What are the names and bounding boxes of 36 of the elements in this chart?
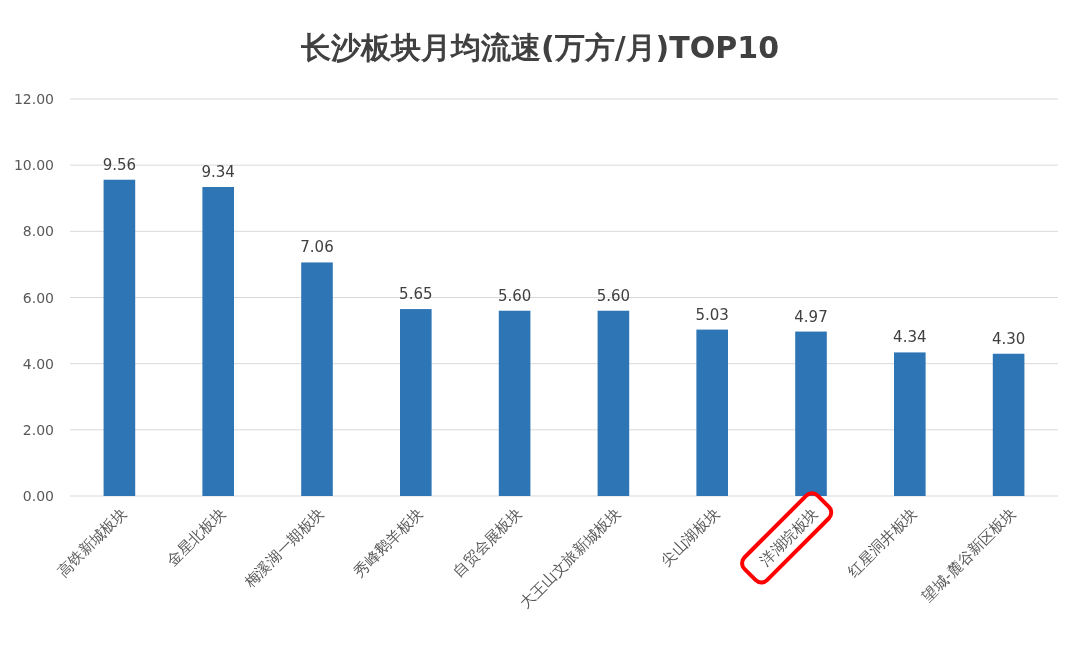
data-label: 5.03 <box>695 305 729 324</box>
data-label: 5.65 <box>399 285 433 304</box>
data-label: 9.56 <box>102 155 137 174</box>
x-tick-label: 洋湖垸板块 <box>756 504 822 570</box>
x-tick-label: 尖山湖板块 <box>657 504 724 570</box>
x-tick-label: 梅溪湖一期板块 <box>240 504 328 592</box>
y-tick-label: 4.00 <box>22 355 54 372</box>
x-tick-label: 高铁新城板块 <box>53 504 131 581</box>
bar <box>202 187 235 496</box>
y-tick-label: 12.00 <box>13 91 54 107</box>
y-tick-label: 10.00 <box>13 157 54 174</box>
data-label: 5.60 <box>497 286 532 305</box>
y-tick-label: 6.00 <box>22 289 54 306</box>
data-label: 9.34 <box>201 163 235 181</box>
bar <box>399 309 432 496</box>
x-tick-label: 金星北板块 <box>163 504 230 570</box>
data-label: 5.60 <box>596 286 631 305</box>
y-tick-label: 8.00 <box>22 223 54 240</box>
x-tick-label: 红星洞井板块 <box>844 504 921 581</box>
x-tick-label: 望城-麓谷新区板块 <box>918 504 1020 606</box>
bar <box>597 310 630 496</box>
data-label: 4.30 <box>991 329 1026 348</box>
y-tick-label: 0.00 <box>22 488 54 504</box>
x-tick-label: 秀峰鹅羊板块 <box>350 504 427 581</box>
data-label: 4.97 <box>794 307 828 326</box>
chart-title: 长沙板块月均流速(万方/月)TOP10 <box>299 30 780 65</box>
bar <box>103 179 136 496</box>
y-tick-label: 2.00 <box>22 421 54 438</box>
data-label: 7.06 <box>300 238 334 257</box>
bar <box>893 352 926 496</box>
x-tick-label: 自贸会展板块 <box>449 504 526 581</box>
bar <box>992 353 1025 496</box>
bar <box>301 262 333 496</box>
bar <box>498 310 531 496</box>
bar <box>696 329 729 496</box>
data-label: 4.34 <box>893 328 927 347</box>
